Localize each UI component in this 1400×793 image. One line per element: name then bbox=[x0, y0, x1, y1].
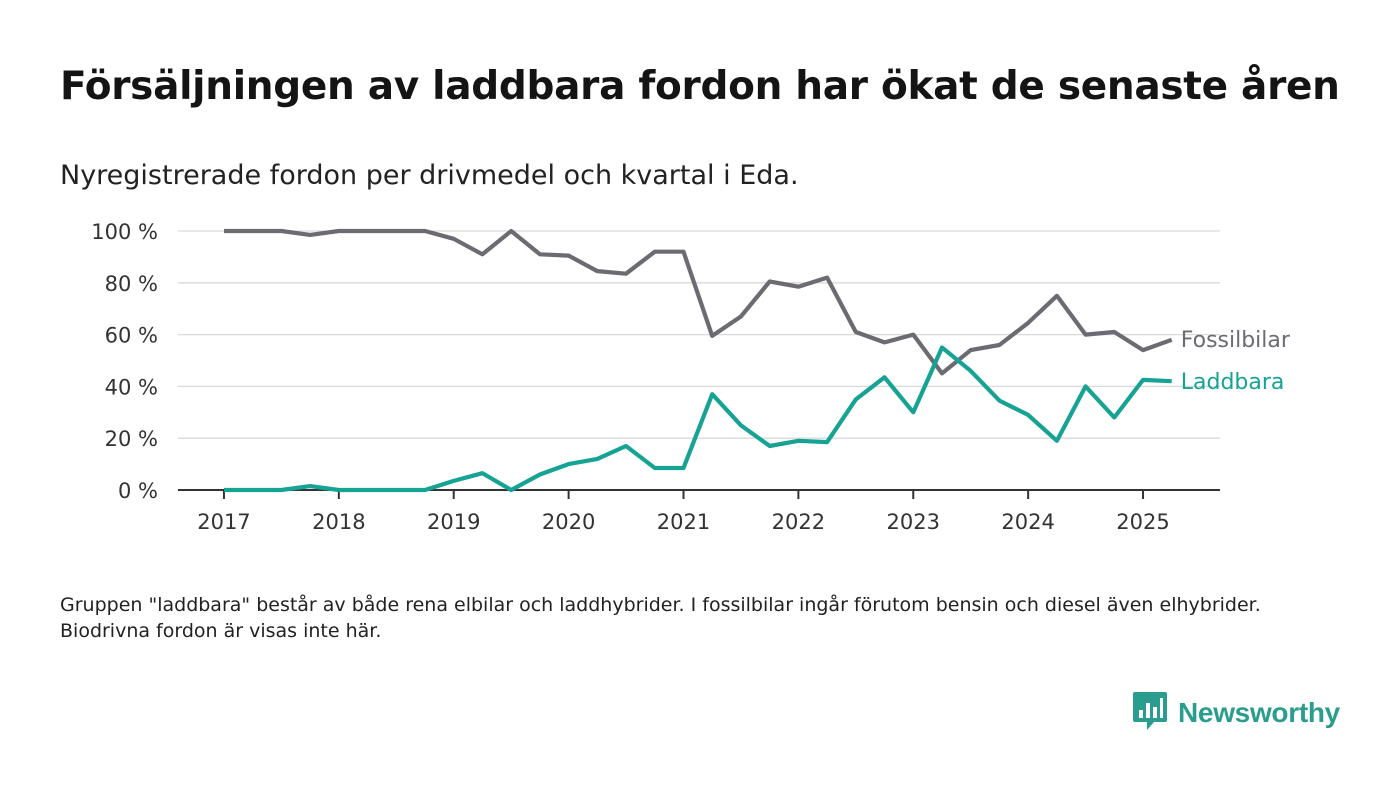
y-tick-label: 100 % bbox=[91, 220, 158, 244]
x-tick-label: 2023 bbox=[887, 510, 940, 534]
series-label-fossilbilar: Fossilbilar bbox=[1181, 328, 1291, 353]
chart-subtitle: Nyregistrerade fordon per drivmedel och … bbox=[60, 160, 799, 191]
x-tick-label: 2019 bbox=[427, 510, 480, 534]
series-lines bbox=[224, 228, 1173, 493]
line-chart: 0 % 20 % 40 % 60 % 80 % 100 % 2017 2018 2019 202… bbox=[91, 220, 1291, 534]
x-tick-label: 2022 bbox=[772, 510, 825, 534]
y-tick-label: 80 % bbox=[105, 272, 158, 296]
y-tick-label: 40 % bbox=[105, 375, 158, 399]
series-label-laddbara: Laddbara bbox=[1181, 370, 1285, 395]
x-tick-label: 2018 bbox=[312, 510, 365, 534]
x-tick-label: 2017 bbox=[197, 510, 250, 534]
x-tick-label: 2024 bbox=[1001, 510, 1054, 534]
y-tick-label: 60 % bbox=[105, 324, 158, 348]
chart-title: Försäljningen av laddbara fordon har öka… bbox=[60, 64, 1340, 109]
y-tick-label: 0 % bbox=[118, 479, 158, 503]
series-line-fossilbilar bbox=[224, 228, 1173, 376]
x-axis: 2017 2018 2019 2020 2021 2022 2023 2024 2025 bbox=[178, 489, 1220, 534]
bar-chart-speech-bubble-icon bbox=[1132, 690, 1168, 736]
y-axis-tick-labels: 0 % 20 % 40 % 60 % 80 % 100 % bbox=[91, 220, 158, 503]
x-tick-label: 2020 bbox=[542, 510, 595, 534]
series-line-laddbara bbox=[224, 345, 1172, 493]
x-tick-label: 2021 bbox=[657, 510, 710, 534]
brand-name: Newsworthy bbox=[1178, 697, 1340, 728]
grid-lines bbox=[178, 230, 1220, 439]
y-tick-label: 20 % bbox=[105, 427, 158, 451]
x-tick-label: 2025 bbox=[1116, 510, 1169, 534]
newsworthy-logo[interactable]: Newsworthy bbox=[1132, 690, 1340, 736]
series-labels: Fossilbilar Laddbara bbox=[1181, 328, 1291, 395]
footnote: Gruppen "laddbara" består av både rena e… bbox=[60, 594, 1261, 642]
